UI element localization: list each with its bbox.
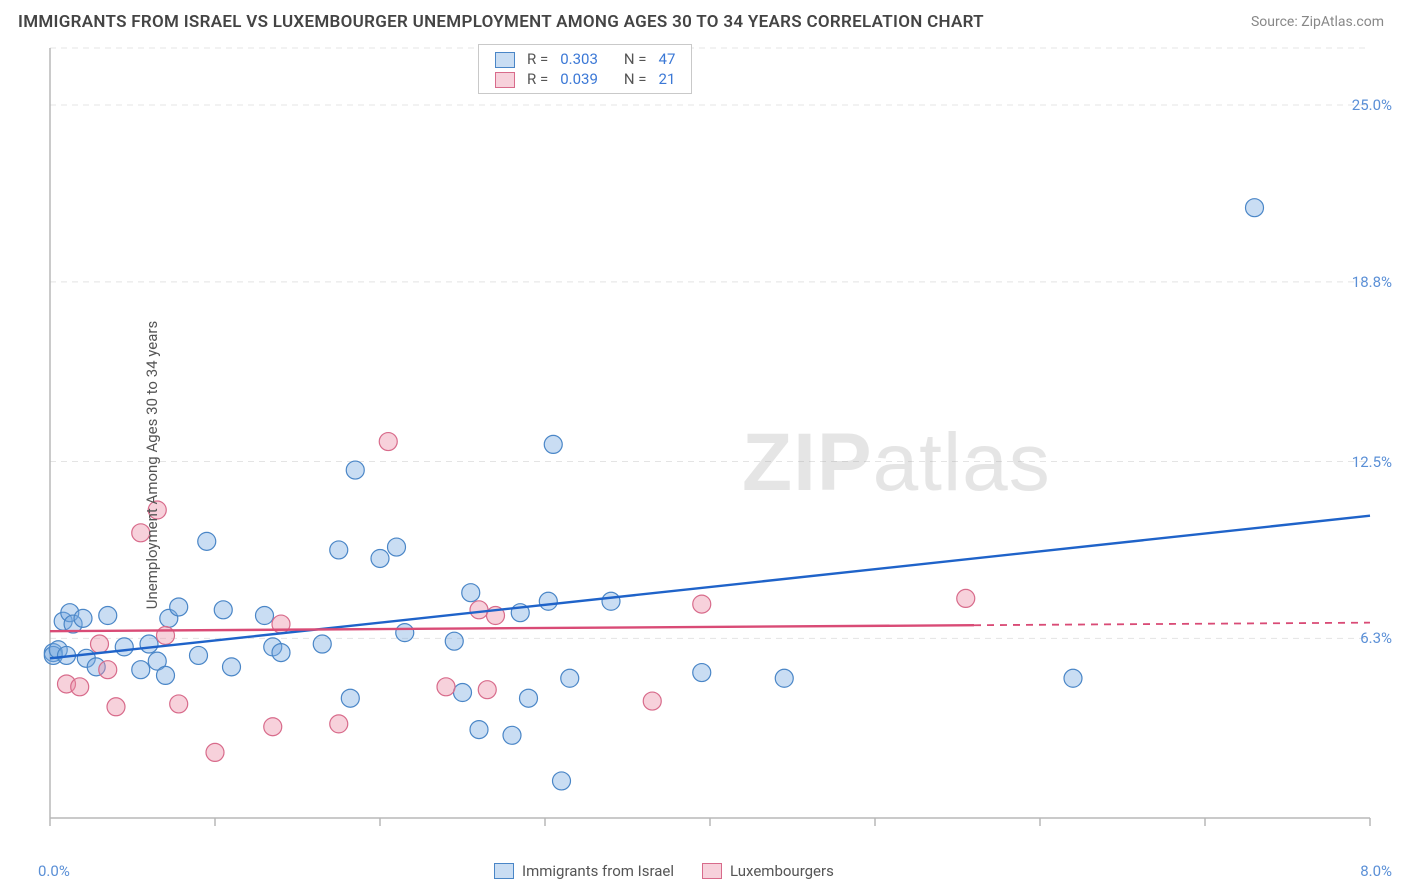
- trend-line-dashed: [974, 623, 1370, 626]
- y-axis-label: Unemployment Among Ages 30 to 34 years: [143, 321, 161, 609]
- y-tick-label: 18.8%: [1352, 273, 1392, 291]
- source-attribution: Source: ZipAtlas.com: [1251, 14, 1384, 30]
- data-point: [132, 661, 150, 679]
- trend-line: [50, 625, 974, 631]
- data-point: [602, 592, 620, 610]
- legend-label: Immigrants from Israel: [522, 862, 674, 880]
- data-point: [520, 689, 538, 707]
- y-tick-label: 6.3%: [1360, 629, 1392, 647]
- data-point: [71, 678, 89, 696]
- data-point: [190, 646, 208, 664]
- data-point: [396, 624, 414, 642]
- data-point: [693, 664, 711, 682]
- data-point: [157, 626, 175, 644]
- chart-container: Unemployment Among Ages 30 to 34 years Z…: [0, 38, 1406, 892]
- data-point: [539, 592, 557, 610]
- data-point: [462, 584, 480, 602]
- data-point: [503, 726, 521, 744]
- data-point: [341, 689, 359, 707]
- data-point: [957, 589, 975, 607]
- data-point: [206, 743, 224, 761]
- data-point: [223, 658, 241, 676]
- data-point: [1064, 669, 1082, 687]
- legend-swatch: [495, 72, 515, 88]
- data-point: [115, 638, 133, 656]
- data-point: [330, 715, 348, 733]
- y-tick-label: 25.0%: [1352, 96, 1392, 114]
- data-point: [264, 718, 282, 736]
- data-point: [198, 532, 216, 550]
- data-point: [170, 695, 188, 713]
- legend-swatch: [494, 863, 514, 879]
- data-point: [388, 538, 406, 556]
- data-point: [346, 461, 364, 479]
- data-point: [693, 595, 711, 613]
- data-point: [272, 644, 290, 662]
- legend-swatch: [702, 863, 722, 879]
- data-point: [561, 669, 579, 687]
- data-point: [643, 692, 661, 710]
- data-point: [470, 601, 488, 619]
- trend-line: [50, 516, 1370, 659]
- data-point: [170, 598, 188, 616]
- data-point: [553, 772, 571, 790]
- data-point: [371, 549, 389, 567]
- data-point: [140, 635, 158, 653]
- data-point: [107, 698, 125, 716]
- data-point: [157, 666, 175, 684]
- data-point: [775, 669, 793, 687]
- data-point: [214, 601, 232, 619]
- data-point: [330, 541, 348, 559]
- data-point: [437, 678, 455, 696]
- scatter-plot: [0, 38, 1406, 848]
- series-legend: Immigrants from Israel Luxembourgers: [480, 862, 848, 883]
- data-point: [379, 433, 397, 451]
- data-point: [313, 635, 331, 653]
- data-point: [1246, 199, 1264, 217]
- data-point: [445, 632, 463, 650]
- y-tick-label: 12.5%: [1352, 453, 1392, 471]
- data-point: [544, 435, 562, 453]
- legend-swatch: [495, 52, 515, 68]
- chart-title: IMMIGRANTS FROM ISRAEL VS LUXEMBOURGER U…: [18, 12, 984, 32]
- data-point: [470, 721, 488, 739]
- x-axis-min-label: 0.0%: [38, 862, 70, 880]
- legend-label: Luxembourgers: [730, 862, 834, 880]
- legend-item: Luxembourgers: [702, 862, 834, 880]
- legend-table: R =0.303N =47R =0.039N =21: [489, 49, 681, 89]
- data-point: [256, 607, 274, 625]
- x-axis-max-label: 8.0%: [1360, 862, 1392, 880]
- legend-item: Immigrants from Israel: [494, 862, 674, 880]
- data-point: [99, 607, 117, 625]
- data-point: [74, 609, 92, 627]
- correlation-legend: R =0.303N =47R =0.039N =21: [478, 44, 692, 94]
- data-point: [454, 684, 472, 702]
- data-point: [478, 681, 496, 699]
- data-point: [91, 635, 109, 653]
- data-point: [99, 661, 117, 679]
